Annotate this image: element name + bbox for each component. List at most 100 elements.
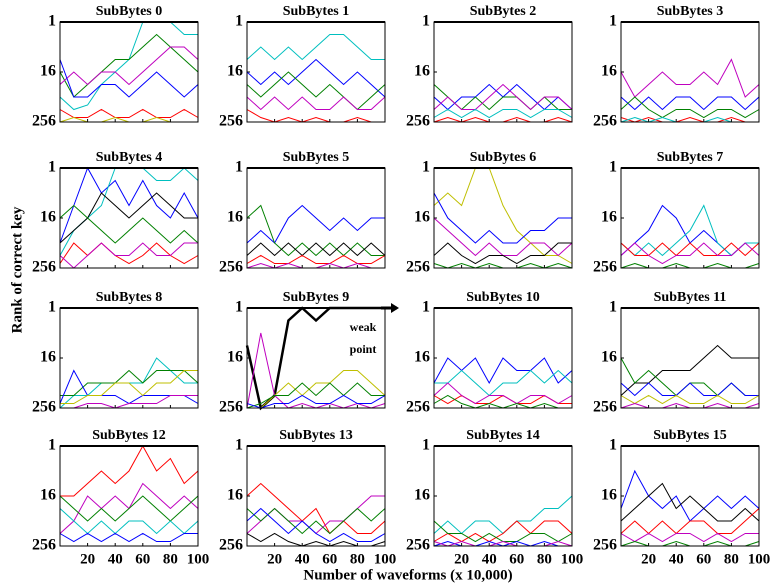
series-line: [433, 83, 573, 111]
y-tick-label: 256: [219, 259, 243, 276]
subplot-title: SubBytes 11: [654, 290, 727, 305]
y-tick-label: 1: [422, 437, 430, 454]
y-tick-label: 16: [414, 209, 430, 226]
x-tick-label: 60: [322, 551, 337, 567]
series-line: [433, 116, 573, 123]
y-tick-label: 256: [219, 113, 243, 130]
x-tick-label: 80: [163, 551, 178, 567]
series-line: [433, 520, 573, 543]
x-tick-label: 20: [641, 551, 656, 567]
x-tick-label: 40: [482, 551, 497, 567]
series-line: [433, 520, 573, 543]
series-line: [247, 370, 386, 409]
y-tick-label: 256: [406, 113, 430, 130]
series-line: [59, 369, 199, 405]
x-tick-label: 100: [748, 551, 771, 567]
y-axis-label: Rank of correct key: [9, 206, 25, 333]
y-tick-label: 16: [40, 487, 56, 504]
y-tick-label: 16: [414, 63, 430, 80]
subplot-title: SubBytes 7: [657, 150, 724, 165]
subplot-title: SubBytes 5: [283, 150, 350, 165]
y-tick-label: 256: [406, 259, 430, 276]
plot-frame: [433, 21, 573, 123]
plot-frame: [246, 21, 386, 123]
subplot-title: SubBytes 0: [96, 4, 163, 19]
y-tick-label: 256: [32, 399, 56, 416]
x-tick-label: 60: [135, 551, 150, 567]
subplot-title: SubBytes 9: [283, 290, 350, 305]
y-tick-label: 16: [227, 349, 243, 366]
series-line: [59, 242, 198, 269]
series-line: [433, 108, 573, 119]
series-line: [246, 507, 386, 535]
x-tick-label: 20: [80, 551, 95, 567]
subplot-title: SubBytes 14: [466, 428, 540, 443]
subplot-title: SubBytes 8: [96, 290, 163, 305]
series-line: [60, 444, 199, 497]
y-tick-label: 16: [227, 487, 243, 504]
series-line: [433, 540, 573, 547]
series-line: [433, 357, 573, 385]
subplot-title: SubBytes 1: [283, 4, 350, 19]
series-line: [246, 382, 385, 409]
y-tick-label: 16: [227, 63, 243, 80]
y-tick-label: 256: [219, 399, 243, 416]
y-tick-label: 256: [406, 537, 430, 554]
series-line: [433, 167, 573, 264]
y-tick-label: 1: [422, 299, 430, 316]
series-line: [59, 33, 199, 98]
plot-frame: [433, 167, 573, 269]
subplot-title: SubBytes 12: [92, 428, 166, 443]
series-line: [620, 96, 760, 111]
subplot-title: SubBytes 2: [470, 4, 537, 19]
series-line: [433, 262, 573, 269]
y-tick-label: 1: [609, 437, 617, 454]
series-line: [620, 540, 760, 547]
annotation-text: weak: [350, 320, 377, 334]
y-tick-label: 16: [601, 487, 617, 504]
y-tick-label: 16: [601, 349, 617, 366]
y-tick-label: 1: [48, 437, 56, 454]
series-line: [246, 254, 386, 264]
plot-frame: [246, 445, 386, 547]
x-tick-label: 100: [187, 551, 210, 567]
series-line: [246, 34, 385, 61]
series-line: [59, 495, 199, 522]
plot-frame: [620, 21, 760, 123]
series-line: [620, 382, 759, 397]
x-tick-label: 20: [267, 551, 282, 567]
series-line: [433, 382, 573, 405]
x-tick-label: 100: [374, 551, 397, 567]
y-tick-label: 1: [235, 159, 243, 176]
x-axis-label: Number of waveforms (x 10,000): [303, 567, 512, 583]
series-line: [246, 96, 386, 111]
series-line: [433, 394, 572, 409]
x-tick-label: 60: [696, 551, 711, 567]
series-line: [59, 204, 199, 244]
series-line: [59, 116, 198, 123]
x-tick-label: 80: [537, 551, 552, 567]
series-line: [246, 242, 386, 257]
y-tick-label: 16: [601, 63, 617, 80]
y-tick-label: 1: [235, 299, 243, 316]
plot-frame: [433, 445, 573, 547]
series-line: [620, 394, 760, 405]
x-tick-label: 20: [454, 551, 469, 567]
x-tick-label: 60: [509, 551, 524, 567]
y-tick-label: 1: [422, 159, 430, 176]
y-tick-label: 256: [593, 537, 617, 554]
series-line: [434, 369, 573, 397]
y-tick-label: 1: [609, 13, 617, 30]
y-tick-label: 256: [32, 113, 56, 130]
series-line: [620, 482, 760, 522]
series-line: [246, 262, 385, 269]
y-tick-label: 256: [219, 537, 243, 554]
y-tick-label: 1: [609, 159, 617, 176]
x-tick-label: 80: [350, 551, 365, 567]
x-tick-label: 40: [295, 551, 310, 567]
y-tick-label: 256: [593, 113, 617, 130]
x-tick-label: 40: [108, 551, 123, 567]
plot-frame: [620, 167, 760, 269]
subplot-title: SubBytes 6: [470, 150, 537, 165]
